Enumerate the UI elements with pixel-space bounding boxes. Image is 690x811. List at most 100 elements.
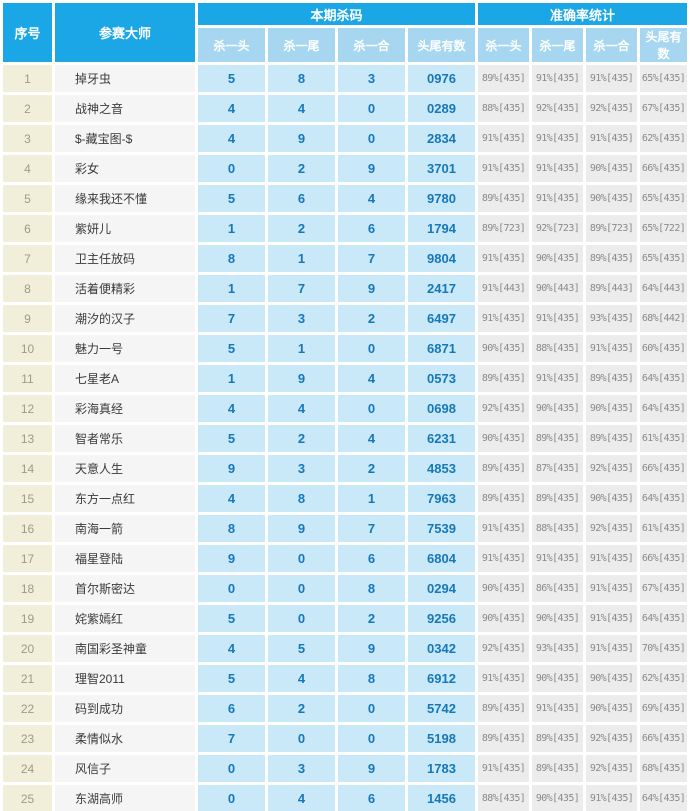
master-column-header: 参赛大师 xyxy=(55,3,195,62)
kill-sum-cell: 2 xyxy=(338,305,405,332)
subheader-kill-head: 杀一头 xyxy=(198,28,265,62)
subheader-kill-tail: 杀一尾 xyxy=(268,28,335,62)
table-body: 1 掉牙虫 5 8 3 0976 89%[435] 91%[435] 91%[435] 65%[4… xyxy=(3,65,688,811)
acc-kill-sum-cell: 90%[435] xyxy=(586,395,638,422)
kill-tail-cell: 4 xyxy=(268,785,335,811)
kill-sum-cell: 0 xyxy=(338,95,405,122)
acc-head-tail-cell: 67%[435] xyxy=(640,575,688,602)
acc-kill-head-cell: 89%[435] xyxy=(478,485,530,512)
table-row: 2 战神之音 4 4 0 0289 88%[435] 92%[435] 92%[435] 67%[… xyxy=(3,95,688,122)
kill-sum-cell: 4 xyxy=(338,185,405,212)
head-tail-number-cell: 6804 xyxy=(408,545,476,572)
acc-kill-sum-cell: 92%[435] xyxy=(586,755,638,782)
kill-sum-cell: 1 xyxy=(338,485,405,512)
serial-cell: 25 xyxy=(3,785,52,811)
master-name-cell: 紫妍儿 xyxy=(55,215,195,242)
table-row: 8 活着便精彩 1 7 9 2417 91%[443] 90%[443] 89%[443] 64%… xyxy=(3,275,688,302)
acc-kill-sum-cell: 91%[435] xyxy=(586,575,638,602)
acc-kill-head-cell: 89%[435] xyxy=(478,65,530,92)
head-tail-number-cell: 0698 xyxy=(408,395,476,422)
kill-sum-cell: 0 xyxy=(338,725,405,752)
acc-kill-tail-cell: 91%[435] xyxy=(532,365,584,392)
serial-cell: 12 xyxy=(3,395,52,422)
kill-head-cell: 5 xyxy=(198,335,265,362)
head-tail-number-cell: 3701 xyxy=(408,155,476,182)
acc-kill-sum-cell: 91%[435] xyxy=(586,335,638,362)
kill-tail-cell: 4 xyxy=(268,95,335,122)
table-row: 15 东方一点红 4 8 1 7963 89%[435] 89%[435] 90%[435] 64… xyxy=(3,485,688,512)
acc-head-tail-cell: 67%[435] xyxy=(640,95,688,122)
kill-head-cell: 1 xyxy=(198,215,265,242)
master-name-cell: 彩海真经 xyxy=(55,395,195,422)
acc-kill-sum-cell: 92%[435] xyxy=(586,455,638,482)
subheader-acc-kill-tail: 杀一尾 xyxy=(532,28,584,62)
head-tail-number-cell: 1794 xyxy=(408,215,476,242)
head-tail-number-cell: 6912 xyxy=(408,665,476,692)
acc-head-tail-cell: 64%[435] xyxy=(640,605,688,632)
acc-kill-tail-cell: 91%[435] xyxy=(532,305,584,332)
kill-sum-cell: 0 xyxy=(338,395,405,422)
master-name-cell: 码到成功 xyxy=(55,695,195,722)
head-tail-number-cell: 7539 xyxy=(408,515,476,542)
kill-head-cell: 1 xyxy=(198,365,265,392)
kill-sum-cell: 2 xyxy=(338,455,405,482)
head-tail-number-cell: 2834 xyxy=(408,125,476,152)
kill-sum-cell: 0 xyxy=(338,335,405,362)
group-header-row: 序号 参赛大师 本期杀码 准确率统计 xyxy=(3,3,688,62)
serial-cell: 9 xyxy=(3,305,52,332)
serial-cell: 6 xyxy=(3,215,52,242)
table-row: 1 掉牙虫 5 8 3 0976 89%[435] 91%[435] 91%[435] 65%[4… xyxy=(3,65,688,92)
serial-cell: 14 xyxy=(3,455,52,482)
acc-head-tail-cell: 66%[435] xyxy=(640,455,688,482)
acc-kill-tail-cell: 92%[435] xyxy=(532,95,584,122)
table-row: 14 天意人生 9 3 2 4853 89%[435] 87%[435] 92%[435] 66%… xyxy=(3,455,688,482)
head-tail-number-cell: 9780 xyxy=(408,185,476,212)
serial-cell: 16 xyxy=(3,515,52,542)
head-tail-number-cell: 0294 xyxy=(408,575,476,602)
acc-kill-tail-cell: 89%[435] xyxy=(532,485,584,512)
acc-kill-sum-cell: 91%[435] xyxy=(586,65,638,92)
serial-cell: 7 xyxy=(3,245,52,272)
master-name-cell: 天意人生 xyxy=(55,455,195,482)
acc-kill-head-cell: 89%[435] xyxy=(478,725,530,752)
acc-kill-sum-cell: 89%[723] xyxy=(586,215,638,242)
acc-head-tail-cell: 68%[442] xyxy=(640,305,688,332)
acc-kill-head-cell: 90%[435] xyxy=(478,335,530,362)
acc-head-tail-cell: 62%[435] xyxy=(640,665,688,692)
serial-cell: 5 xyxy=(3,185,52,212)
kill-sum-cell: 9 xyxy=(338,275,405,302)
master-name-cell: 柔情似水 xyxy=(55,725,195,752)
acc-kill-tail-cell: 93%[435] xyxy=(532,635,584,662)
acc-head-tail-cell: 60%[435] xyxy=(640,335,688,362)
head-tail-number-cell: 5742 xyxy=(408,695,476,722)
kill-sum-cell: 0 xyxy=(338,695,405,722)
head-tail-number-cell: 4853 xyxy=(408,455,476,482)
master-name-cell: 彩女 xyxy=(55,155,195,182)
acc-head-tail-cell: 70%[435] xyxy=(640,635,688,662)
master-name-cell: 七星老A xyxy=(55,365,195,392)
subheader-head-tail-number: 头尾有数 xyxy=(408,28,476,62)
kill-sum-cell: 8 xyxy=(338,575,405,602)
master-name-cell: 卫主任放码 xyxy=(55,245,195,272)
kill-tail-cell: 4 xyxy=(268,665,335,692)
head-tail-number-cell: 5198 xyxy=(408,725,476,752)
kill-sum-cell: 4 xyxy=(338,365,405,392)
table-row: 22 码到成功 6 2 0 5742 89%[435] 91%[435] 90%[435] 69%… xyxy=(3,695,688,722)
acc-head-tail-cell: 66%[435] xyxy=(640,545,688,572)
kill-tail-cell: 3 xyxy=(268,455,335,482)
kill-sum-cell: 9 xyxy=(338,755,405,782)
acc-kill-head-cell: 91%[435] xyxy=(478,155,530,182)
kill-head-cell: 8 xyxy=(198,515,265,542)
master-name-cell: 魅力一号 xyxy=(55,335,195,362)
kill-tail-cell: 3 xyxy=(268,305,335,332)
master-name-cell: 东湖高师 xyxy=(55,785,195,811)
acc-kill-head-cell: 91%[435] xyxy=(478,305,530,332)
master-name-cell: 风信子 xyxy=(55,755,195,782)
master-name-cell: 姹紫嫣红 xyxy=(55,605,195,632)
acc-kill-sum-cell: 89%[435] xyxy=(586,245,638,272)
kill-head-cell: 9 xyxy=(198,455,265,482)
acc-kill-tail-cell: 90%[435] xyxy=(532,785,584,811)
kill-head-cell: 5 xyxy=(198,425,265,452)
acc-kill-sum-cell: 90%[435] xyxy=(586,155,638,182)
